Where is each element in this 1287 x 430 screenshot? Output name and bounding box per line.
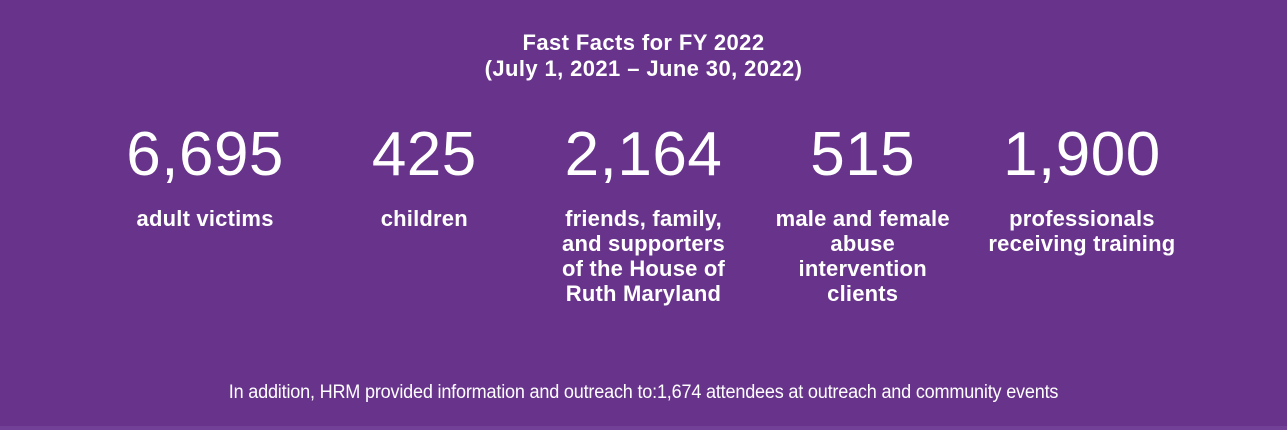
- page-subtitle: (July 1, 2021 – June 30, 2022): [484, 56, 803, 81]
- stat-value: 425: [371, 120, 477, 189]
- footnote: In addition, HRM provided information an…: [228, 382, 1059, 403]
- header: Fast Facts for FY 2022 (July 1, 2021 – J…: [0, 0, 1287, 82]
- stat-professionals-trained: 1,900 professionals receiving training: [975, 122, 1188, 306]
- stat-adult-victims: 6,695 adult victims: [99, 122, 312, 306]
- bottom-edge-divider: [0, 426, 1287, 430]
- stat-value: 6,695: [126, 120, 284, 189]
- stat-friends-family-supporters: 2,164 friends, family, and supporters of…: [537, 120, 750, 307]
- stat-children: 425 children: [318, 122, 531, 306]
- stat-label: friends, family, and supporters of the H…: [561, 206, 726, 306]
- stat-label: adult victims: [136, 206, 274, 231]
- stat-value: 515: [810, 120, 916, 189]
- stat-value: 2,164: [564, 120, 723, 189]
- stat-value: 1,900: [1003, 120, 1161, 189]
- stats-row: 6,695 adult victims 425 children 2,164 f…: [99, 120, 1189, 307]
- stat-abuse-intervention-clients: 515 male and female abuse intervention c…: [756, 120, 969, 307]
- page-title: Fast Facts for FY 2022: [522, 30, 765, 55]
- stat-label: children: [380, 206, 468, 231]
- stat-label: male and female abuse intervention clien…: [775, 206, 950, 306]
- stat-label: professionals receiving training: [988, 206, 1176, 256]
